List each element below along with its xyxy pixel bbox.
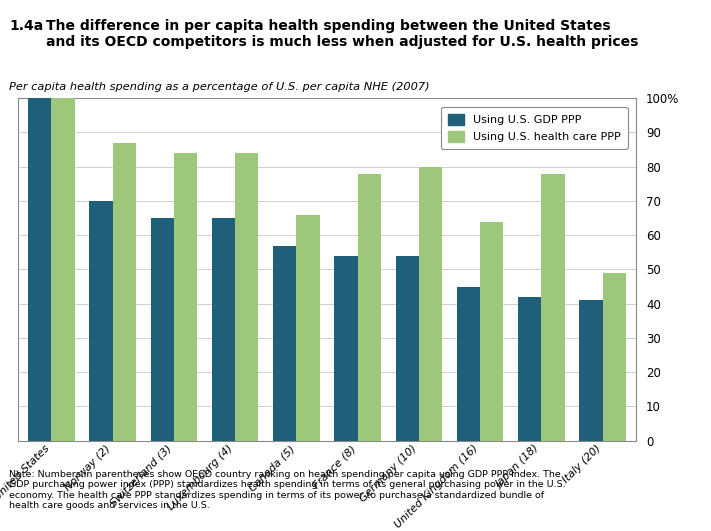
Bar (579, 301, 603, 441)
Bar (603, 273, 626, 441)
Bar (419, 167, 442, 441)
Text: Note: Numbers in parentheses show OECD country ranking on health spending per ca: Note: Numbers in parentheses show OECD c… (9, 470, 566, 510)
Bar (296, 215, 320, 441)
Legend: Using U.S. GDP PPP, Using U.S. health care PPP: Using U.S. GDP PPP, Using U.S. health ca… (441, 107, 628, 149)
Bar (273, 245, 296, 441)
Text: The difference in per capita health spending between the United States
and its O: The difference in per capita health spen… (46, 19, 638, 49)
Bar (395, 256, 419, 441)
Bar (28, 98, 51, 441)
Bar (358, 174, 381, 441)
Bar (151, 218, 174, 441)
Text: Per capita health spending as a percentage of U.S. per capita NHE (2007): Per capita health spending as a percenta… (9, 82, 430, 92)
Bar (235, 153, 259, 441)
Bar (90, 201, 113, 441)
Bar (51, 98, 75, 441)
Bar (457, 287, 480, 441)
Bar (334, 256, 358, 441)
Bar (212, 218, 235, 441)
Bar (174, 153, 197, 441)
Bar (541, 174, 565, 441)
Bar (113, 143, 136, 441)
Bar (518, 297, 541, 441)
Text: 1.4a: 1.4a (9, 19, 43, 32)
Bar (480, 221, 503, 441)
